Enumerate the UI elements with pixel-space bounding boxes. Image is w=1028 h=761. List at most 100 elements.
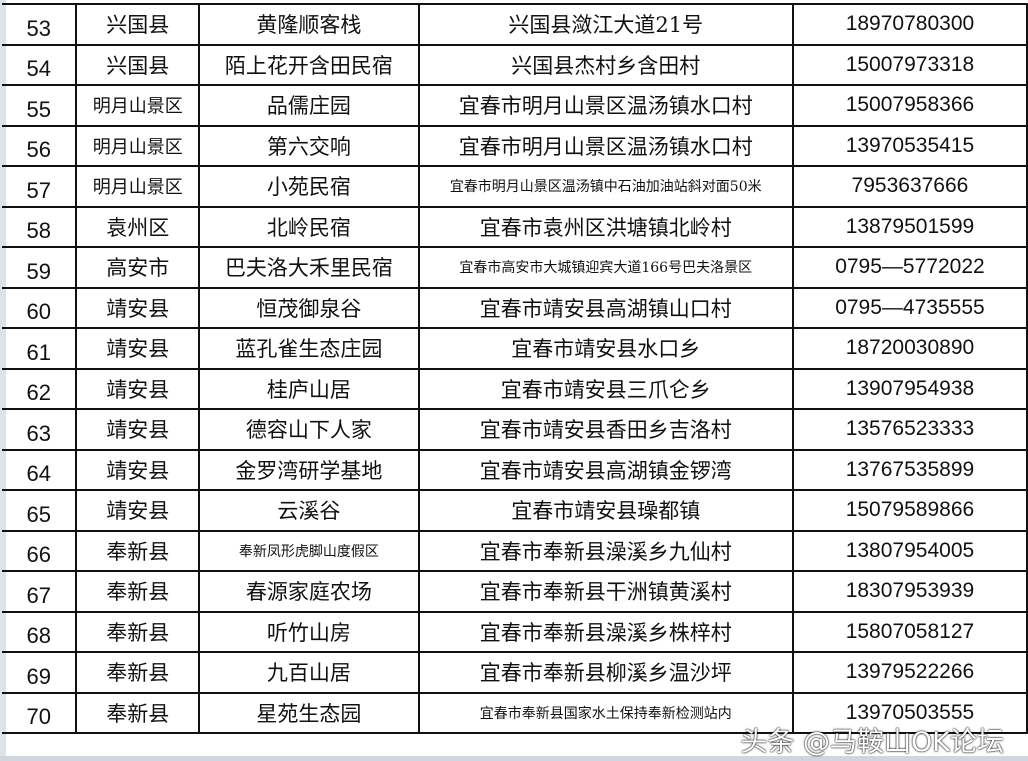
district-cell: 袁州区 (75, 205, 201, 248)
phone-cell: 18307953939 (791, 570, 1028, 613)
address-cell: 宜春市靖安县香田乡吉洛村 (417, 408, 794, 451)
address-cell: 宜春市奉新县澡溪乡株梓村 (417, 610, 794, 653)
table-row: 54 兴国县 陌上花开含田民宿 兴国县杰村乡含田村 15007973318 (2, 43, 1028, 86)
district-cell: 靖安县 (75, 448, 201, 491)
row-number: 57 (2, 165, 78, 208)
district-cell: 靖安县 (75, 367, 201, 410)
district-cell: 靖安县 (75, 327, 201, 370)
row-number: 66 (2, 529, 78, 572)
table-row: 61 靖安县 蓝孔雀生态庄园 宜春市靖安县水口乡 18720030890 (2, 327, 1028, 370)
district-cell: 兴国县 (75, 43, 201, 86)
phone-cell: 13979522266 (791, 651, 1028, 694)
table-row: 59 高安市 巴夫洛大禾里民宿 宜春市高安市大城镇迎宾大道166号巴夫洛景区 0795—… (2, 246, 1028, 289)
phone-cell: 15807058127 (791, 610, 1028, 653)
table-row: 55 明月山景区 品儒庄园 宜春市明月山景区温汤镇水口村 15007958366 (2, 84, 1028, 127)
horizontal-scrollbar[interactable] (0, 756, 1028, 761)
address-cell: 宜春市靖安县水口乡 (417, 327, 794, 370)
row-number: 60 (2, 286, 78, 329)
homestay-name-cell: 九百山居 (198, 651, 420, 694)
address-cell: 宜春市靖安县璪都镇 (417, 489, 794, 532)
table-row: 62 靖安县 桂庐山居 宜春市靖安县三爪仑乡 13907954938 (2, 367, 1028, 410)
row-number: 70 (2, 691, 78, 734)
homestay-name-cell: 品儒庄园 (198, 84, 420, 127)
district-cell: 奉新县 (75, 691, 201, 734)
row-number: 67 (2, 570, 78, 613)
homestay-name-cell: 听竹山房 (198, 610, 420, 653)
row-number: 68 (2, 610, 78, 653)
phone-cell: 15007973318 (791, 43, 1028, 86)
homestay-name-cell: 陌上花开含田民宿 (198, 43, 420, 86)
homestay-name-cell: 黄隆顺客栈 (198, 3, 420, 46)
table-row: 68 奉新县 听竹山房 宜春市奉新县澡溪乡株梓村 15807058127 (2, 610, 1028, 653)
homestay-name-cell: 德容山下人家 (198, 408, 420, 451)
table-row: 64 靖安县 金罗湾研学基地 宜春市靖安县高湖镇金锣湾 13767535899 (2, 448, 1028, 491)
row-number: 55 (2, 84, 78, 127)
phone-cell: 15007958366 (791, 84, 1028, 127)
row-number: 64 (2, 448, 78, 491)
homestay-name-cell: 第六交响 (198, 124, 420, 167)
homestay-name-cell: 金罗湾研学基地 (198, 448, 420, 491)
phone-cell: 18970780300 (791, 3, 1028, 46)
address-cell: 宜春市袁州区洪塘镇北岭村 (417, 205, 794, 248)
homestay-name-cell: 北岭民宿 (198, 205, 420, 248)
phone-cell: 0795—4735555 (791, 286, 1028, 329)
district-cell: 奉新县 (75, 651, 201, 694)
watermark: 头条 @马鞍山OK论坛 (740, 727, 1004, 758)
row-number: 54 (2, 43, 78, 86)
district-cell: 靖安县 (75, 408, 201, 451)
table-row: 69 奉新县 九百山居 宜春市奉新县柳溪乡温沙坪 13979522266 (2, 651, 1028, 694)
homestay-name-cell: 奉新凤形虎脚山度假区 (198, 529, 420, 572)
homestay-name-cell: 云溪谷 (198, 489, 420, 532)
row-number: 59 (2, 246, 78, 289)
row-number: 69 (2, 651, 78, 694)
address-cell: 兴国县潋江大道21号 (417, 3, 794, 46)
phone-cell: 18720030890 (791, 327, 1028, 370)
district-cell: 明月山景区 (75, 124, 201, 167)
address-cell: 宜春市奉新县柳溪乡温沙坪 (417, 651, 794, 694)
address-cell: 兴国县杰村乡含田村 (417, 43, 794, 86)
homestay-name-cell: 小苑民宿 (198, 165, 420, 208)
phone-cell: 7953637666 (791, 165, 1028, 208)
address-cell: 宜春市靖安县高湖镇金锣湾 (417, 448, 794, 491)
phone-cell: 13970503555 (791, 691, 1028, 734)
address-cell: 宜春市靖安县三爪仑乡 (417, 367, 794, 410)
homestay-name-cell: 恒茂御泉谷 (198, 286, 420, 329)
row-number: 53 (2, 3, 78, 46)
row-number: 56 (2, 124, 78, 167)
phone-cell: 13970535415 (791, 124, 1028, 167)
homestay-name-cell: 蓝孔雀生态庄园 (198, 327, 420, 370)
district-cell: 兴国县 (75, 3, 201, 46)
district-cell: 靖安县 (75, 489, 201, 532)
table-row: 53 兴国县 黄隆顺客栈 兴国县潋江大道21号 18970780300 (2, 3, 1028, 46)
table-row: 56 明月山景区 第六交响 宜春市明月山景区温汤镇水口村 13970535415 (2, 124, 1028, 167)
phone-cell: 13767535899 (791, 448, 1028, 491)
district-cell: 明月山景区 (75, 165, 201, 208)
address-cell: 宜春市奉新县国家水土保持奉新检测站内 (417, 691, 794, 734)
district-cell: 奉新县 (75, 610, 201, 653)
table-row: 70 奉新县 星苑生态园 宜春市奉新县国家水土保持奉新检测站内 13970503555 (2, 691, 1028, 734)
table-row: 67 奉新县 春源家庭农场 宜春市奉新县干洲镇黄溪村 18307953939 (2, 570, 1028, 613)
address-cell: 宜春市奉新县澡溪乡九仙村 (417, 529, 794, 572)
address-cell: 宜春市高安市大城镇迎宾大道166号巴夫洛景区 (417, 246, 794, 289)
phone-cell: 15079589866 (791, 489, 1028, 532)
address-cell: 宜春市明月山景区温汤镇水口村 (417, 84, 794, 127)
row-number: 61 (2, 327, 78, 370)
district-cell: 奉新县 (75, 529, 201, 572)
homestay-name-cell: 春源家庭农场 (198, 570, 420, 613)
homestay-name-cell: 星苑生态园 (198, 691, 420, 734)
homestay-name-cell: 巴夫洛大禾里民宿 (198, 246, 420, 289)
row-number: 58 (2, 205, 78, 248)
address-cell: 宜春市明月山景区温汤镇水口村 (417, 124, 794, 167)
phone-cell: 13879501599 (791, 205, 1028, 248)
table-row: 57 明月山景区 小苑民宿 宜春市明月山景区温汤镇中石油加油站斜对面50米 795363… (2, 165, 1028, 208)
phone-cell: 0795—5772022 (791, 246, 1028, 289)
phone-cell: 13907954938 (791, 367, 1028, 410)
address-cell: 宜春市明月山景区温汤镇中石油加油站斜对面50米 (417, 165, 794, 208)
table-row: 66 奉新县 奉新凤形虎脚山度假区 宜春市奉新县澡溪乡九仙村 13807954005 (2, 529, 1028, 572)
row-number: 65 (2, 489, 78, 532)
district-cell: 明月山景区 (75, 84, 201, 127)
table-row: 65 靖安县 云溪谷 宜春市靖安县璪都镇 15079589866 (2, 489, 1028, 532)
phone-cell: 13807954005 (791, 529, 1028, 572)
district-cell: 奉新县 (75, 570, 201, 613)
address-cell: 宜春市奉新县干洲镇黄溪村 (417, 570, 794, 613)
